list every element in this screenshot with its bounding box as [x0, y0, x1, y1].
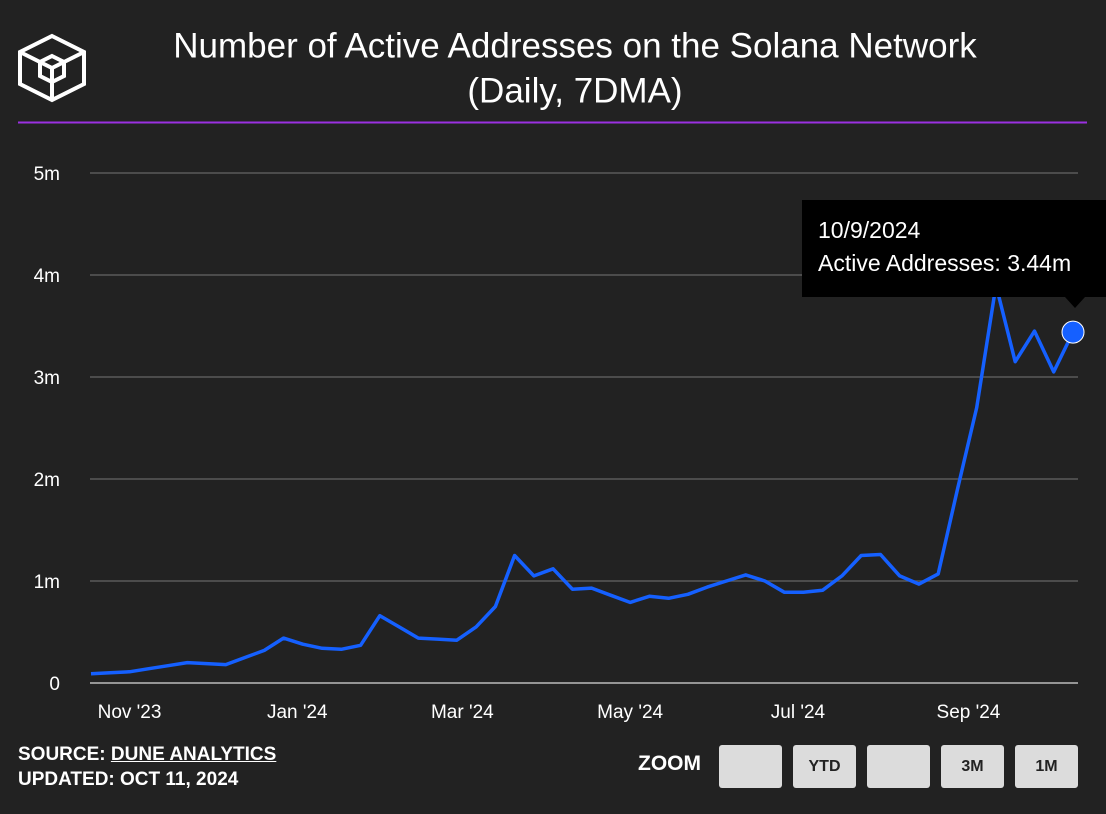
x-tick-label: Nov '23 [98, 702, 162, 723]
tooltip: 10/9/2024 Active Addresses: 3.44m [802, 200, 1106, 308]
y-tick-label: 0 [49, 674, 60, 695]
zoom-button[interactable] [719, 745, 782, 788]
logo [18, 33, 86, 103]
y-tick-label: 4m [34, 266, 60, 287]
chart-title: Number of Active Addresses on the Solana… [173, 26, 977, 65]
zoom-button[interactable]: 3M [941, 745, 1004, 788]
chart: Number of Active Addresses on the Solana… [18, 26, 1106, 723]
chart-subtitle: (Daily, 7DMA) [467, 71, 682, 110]
y-tick-label: 2m [34, 470, 60, 491]
y-tick-label: 1m [34, 572, 60, 593]
zoom-button[interactable]: 1M [1015, 745, 1078, 788]
y-tick-label: 5m [34, 164, 60, 185]
x-tick-label: Sep '24 [937, 702, 1001, 723]
hover-point [1061, 320, 1085, 344]
data-line [90, 283, 1075, 676]
x-tick-label: May '24 [597, 702, 663, 723]
x-tick-label: Jan '24 [267, 702, 328, 723]
x-tick-label: Mar '24 [431, 702, 494, 723]
zoom-button[interactable]: YTD [793, 745, 856, 788]
x-tick-label: Jul '24 [771, 702, 826, 723]
zoom-label: ZOOM [638, 752, 701, 775]
updated: UPDATED: OCT 11, 2024 [18, 769, 239, 790]
tooltip-date: 10/9/2024 [818, 217, 921, 243]
tooltip-value: Active Addresses: 3.44m [818, 250, 1071, 276]
source-label: SOURCE: [18, 744, 106, 765]
source: SOURCE: DUNE ANALYTICS [18, 744, 276, 766]
source-link[interactable]: DUNE ANALYTICS [110, 744, 277, 765]
y-tick-label: 3m [34, 368, 60, 389]
zoom-button[interactable] [867, 745, 930, 788]
tooltip-box [802, 200, 1106, 308]
